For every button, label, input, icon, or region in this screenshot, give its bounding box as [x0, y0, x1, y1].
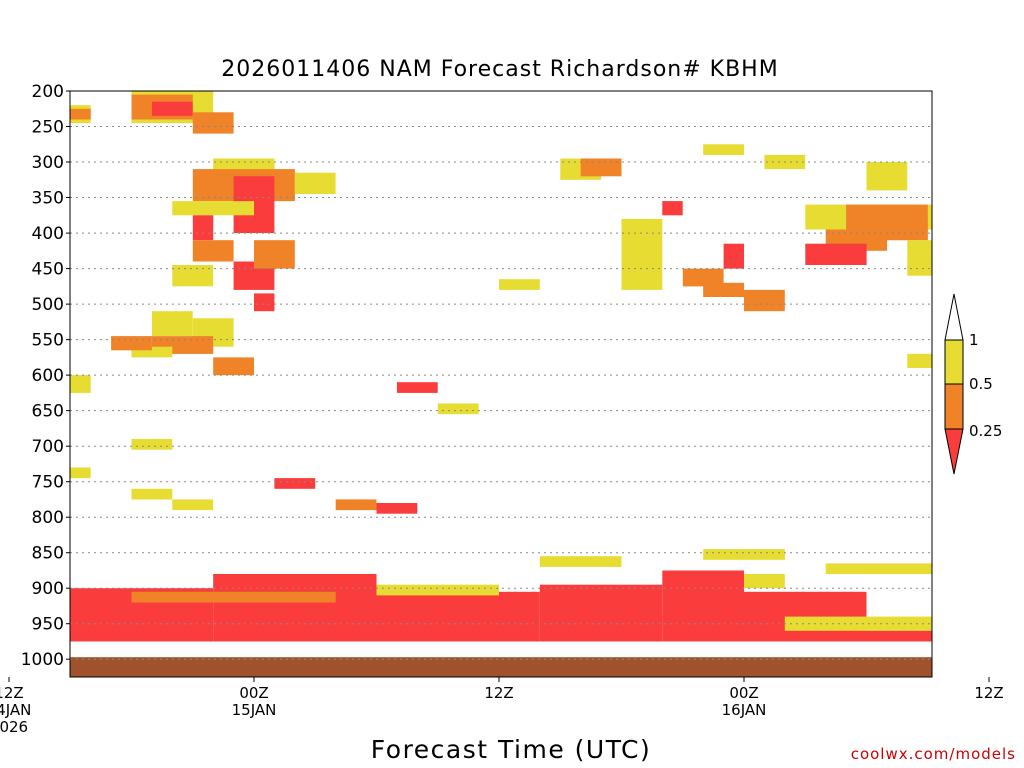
- legend-label-2: 0.25: [969, 422, 1002, 440]
- ri-cell-high-33: [70, 375, 91, 393]
- ri-cell-high-132: [131, 488, 173, 500]
- heatmap-cells: [70, 91, 933, 677]
- ri-cell-low-27: [254, 293, 275, 312]
- ri-cell-mid-45: [744, 289, 785, 312]
- y-axis-ticks: 200 250 300 350 400 450 500 550 600 650 700 750 800 8…: [21, 82, 70, 670]
- ytick-label-500: 500: [32, 295, 64, 315]
- ri-cell-mid-34: [111, 336, 152, 351]
- ri-cell-high-141: [499, 279, 540, 290]
- ri-cell-low-116: [662, 570, 744, 642]
- legend-arrow-bottom: [944, 428, 964, 475]
- ri-cell-mid-112: [131, 591, 336, 603]
- ri-cell-high-20: [172, 201, 254, 216]
- ytick-label-200: 200: [32, 82, 64, 102]
- ri-cell-low-134: [274, 478, 316, 489]
- ri-cell-high-133: [172, 499, 214, 511]
- xtick-label-3-0: 00Z: [729, 684, 758, 702]
- ri-cell-low-41: [662, 201, 683, 216]
- color-legend: 1 0.5 0.25: [944, 293, 1002, 475]
- ri-cell-high-53: [907, 240, 932, 276]
- ri-cell-high-114: [376, 584, 499, 596]
- x-axis-ticks: 12Z14JAN202600Z15JAN12Z00Z16JAN12Z00Z17J…: [0, 677, 1004, 736]
- xtick-label-1-0: 00Z: [239, 684, 268, 702]
- legend-bin-mid: [944, 383, 964, 430]
- ytick-label-450: 450: [32, 260, 64, 280]
- xtick-label-2-0: 12Z: [484, 684, 513, 702]
- ri-cell-low-5: [151, 101, 193, 116]
- ytick-label-800: 800: [32, 508, 64, 528]
- x-axis-label: Forecast Time (UTC): [371, 735, 651, 764]
- ytick-label-900: 900: [32, 579, 64, 599]
- ri-cell-high-51: [866, 162, 908, 191]
- ri-cell-high-138: [703, 549, 785, 560]
- ri-cell-high-137: [539, 556, 622, 567]
- ri-cell-low-111: [213, 574, 377, 642]
- legend-bin-high: [944, 339, 964, 385]
- ri-cell-mid-22: [192, 240, 234, 262]
- ri-cell-high-84: [907, 353, 932, 368]
- ri-cell-high-119: [784, 616, 932, 631]
- ytick-label-300: 300: [32, 153, 64, 173]
- ri-cell-low-21: [192, 215, 214, 241]
- ri-cell-low-115: [539, 584, 663, 642]
- ri-cell-high-35: [151, 311, 193, 337]
- ri-cell-mid-43: [682, 268, 724, 287]
- ytick-label-550: 550: [32, 331, 64, 351]
- ytick-label-650: 650: [32, 402, 64, 422]
- ri-cell-low-50: [805, 243, 867, 265]
- xtick-label-0-0: 12Z: [0, 684, 24, 702]
- ri-cell-mid-26: [254, 240, 295, 269]
- ytick-label-850: 850: [32, 544, 64, 564]
- ri-cell-mid-39: [580, 158, 622, 177]
- ri-cell-high-37: [437, 403, 479, 415]
- ri-cell-low-44: [723, 243, 744, 269]
- ri-cell-mid-135: [335, 499, 377, 511]
- ri-cell-high-30: [131, 346, 173, 358]
- ri-cell-mid-52: [886, 222, 928, 241]
- ri-cell-high-131: [70, 467, 91, 479]
- ri-cell-high-117: [744, 574, 785, 589]
- ytick-label-250: 250: [32, 118, 64, 138]
- ytick-label-750: 750: [32, 473, 64, 493]
- xtick-label-1-1: 15JAN: [232, 701, 277, 719]
- ri-cell-high-143: [131, 439, 173, 450]
- ytick-label-400: 400: [32, 224, 64, 244]
- ytick-label-600: 600: [32, 366, 64, 386]
- ri-cell-low-36: [396, 382, 438, 393]
- legend-label-0: 1: [969, 331, 979, 349]
- ytick-label-1000: 1000: [21, 650, 64, 670]
- ytick-label-350: 350: [32, 189, 64, 209]
- chart-title: 2026011406 NAM Forecast Richardson# KBHM: [221, 57, 778, 82]
- ground-fill: [70, 657, 932, 677]
- ri-cell-high-42: [621, 218, 663, 290]
- ri-cell-high-25: [294, 172, 336, 194]
- xtick-label-0-1: 14JAN: [0, 701, 31, 719]
- ri-cell-low-136: [376, 503, 418, 514]
- ri-cell-mid-2: [70, 108, 91, 120]
- credit-text: coolwx.com/models: [851, 745, 1016, 763]
- ri-cell-mid-140: [703, 282, 744, 297]
- xtick-label-0-2: 2026: [0, 718, 28, 736]
- ri-cell-mid-6: [192, 112, 234, 134]
- ri-cell-high-40: [703, 144, 744, 155]
- legend-arrow-top: [944, 293, 964, 341]
- ri-cell-low-113: [376, 591, 540, 642]
- ri-cell-high-23: [172, 265, 214, 287]
- xtick-label-4-0: 12Z: [974, 684, 1003, 702]
- xtick-label-3-1: 16JAN: [722, 701, 767, 719]
- legend-label-1: 0.5: [969, 375, 993, 393]
- ytick-label-700: 700: [32, 437, 64, 457]
- plot-frame: [69, 90, 933, 678]
- ytick-label-950: 950: [32, 615, 64, 635]
- ri-cell-mid-31: [213, 357, 254, 376]
- ri-cell-low-120: [866, 630, 932, 642]
- ri-cell-high-139: [825, 563, 932, 575]
